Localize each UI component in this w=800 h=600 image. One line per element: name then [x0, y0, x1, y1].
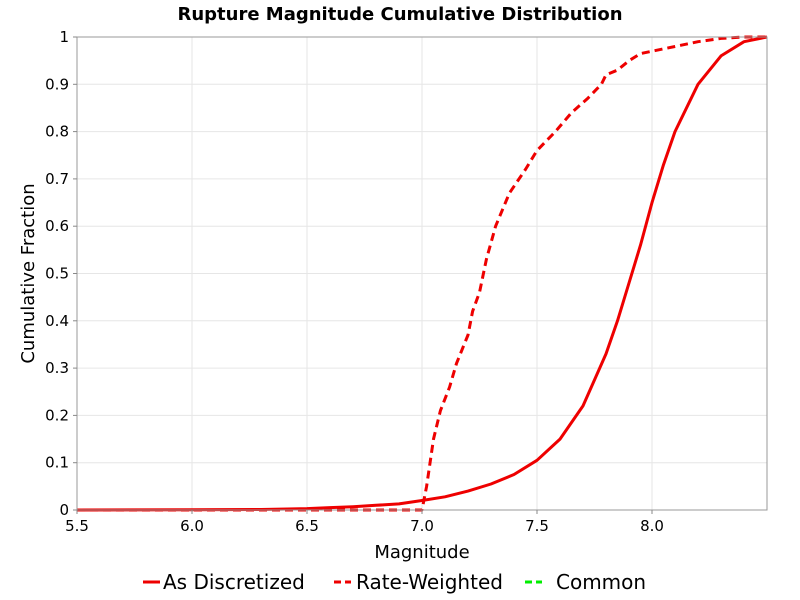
legend: As Discretized Rate-Weighted Common [143, 570, 646, 594]
legend-label: As Discretized [163, 570, 305, 594]
x-tick-label: 6.0 [180, 517, 204, 535]
chart-title: Rupture Magnitude Cumulative Distributio… [177, 4, 622, 25]
series-line-as-discretized [76, 35, 768, 512]
legend-label: Rate-Weighted [356, 570, 503, 594]
grid [76, 36, 767, 511]
y-tick-label: 0.6 [45, 217, 69, 235]
x-tick-label: 7.5 [525, 517, 549, 535]
x-tick-label: 8.0 [640, 517, 664, 535]
y-axis-label: Cumulative Fraction [18, 183, 39, 363]
legend-label: Common [556, 570, 646, 594]
x-axis-ticks: 5.5 6.0 6.5 7.0 7.5 8.0 [65, 510, 664, 535]
y-axis-ticks: 0 0.1 0.2 0.3 0.4 0.5 0.6 0.7 0.8 0.9 1 [45, 28, 77, 519]
x-tick-label: 5.5 [65, 517, 89, 535]
y-tick-label: 0 [59, 501, 69, 519]
y-tick-label: 0.4 [45, 312, 69, 330]
y-tick-label: 0.7 [45, 170, 69, 188]
y-tick-label: 0.5 [45, 265, 69, 283]
y-tick-label: 0.8 [45, 123, 69, 141]
x-tick-label: 7.0 [410, 517, 434, 535]
x-tick-label: 6.5 [295, 517, 319, 535]
y-tick-label: 0.3 [45, 359, 69, 377]
y-tick-label: 0.2 [45, 406, 69, 424]
y-tick-label: 0.9 [45, 75, 69, 93]
series-group [76, 35, 768, 512]
y-tick-label: 1 [59, 28, 69, 46]
series-line-rate-weighted [77, 35, 767, 512]
y-tick-label: 0.1 [45, 454, 69, 472]
x-axis-label: Magnitude [374, 542, 469, 563]
